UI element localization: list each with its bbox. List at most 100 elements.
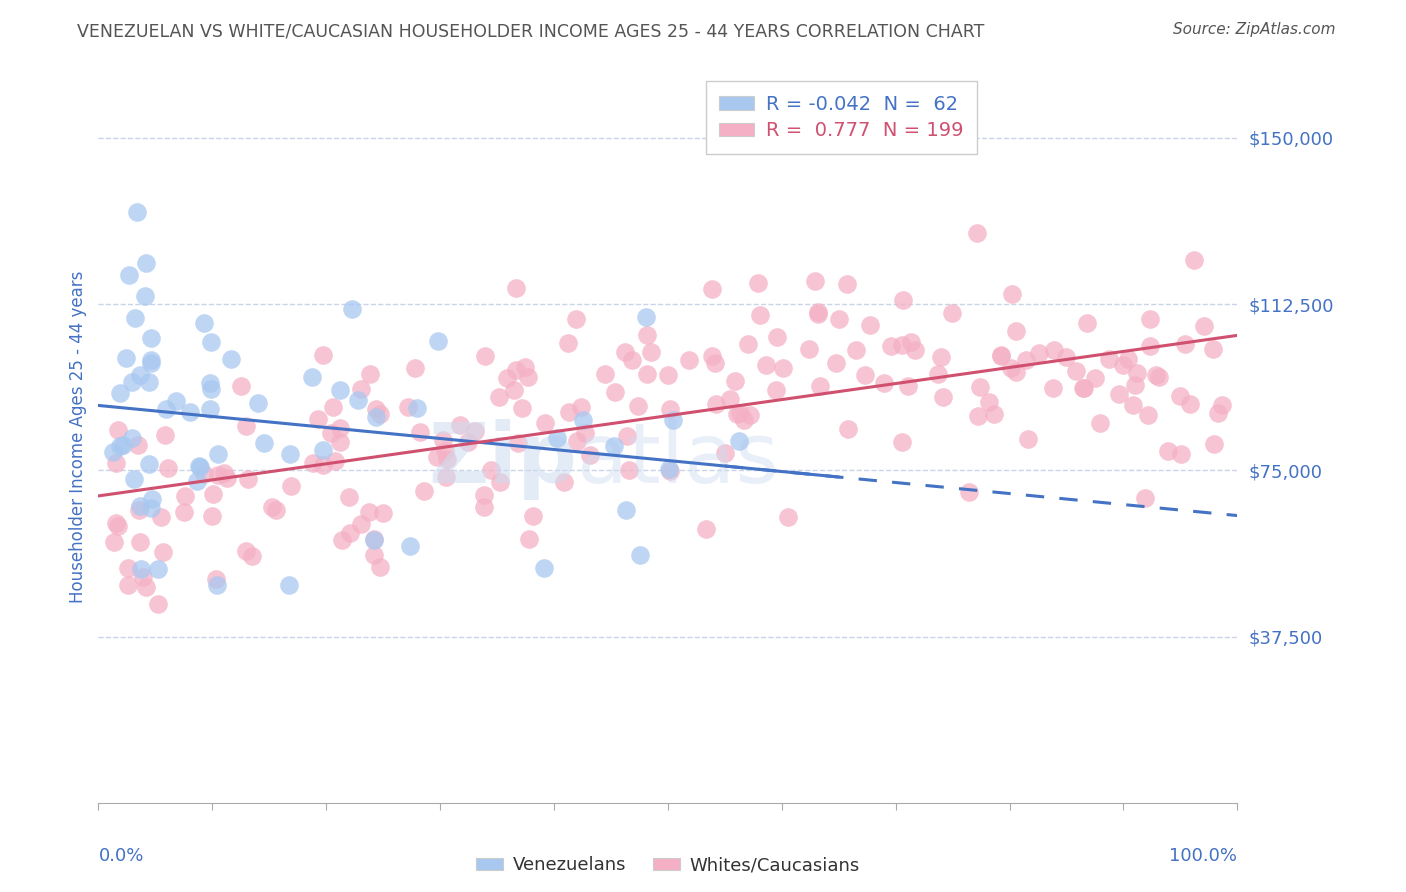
Point <box>1144 368 1167 383</box>
Point <box>564 312 586 326</box>
Point <box>472 500 495 515</box>
Point <box>301 456 323 470</box>
Point <box>201 487 224 501</box>
Point <box>1170 447 1192 461</box>
Point <box>103 445 125 459</box>
Point <box>229 379 252 393</box>
Point <box>139 500 162 515</box>
Point <box>517 532 540 546</box>
Point <box>173 505 195 519</box>
Point <box>593 367 616 381</box>
Point <box>404 360 426 375</box>
Point <box>825 356 848 370</box>
Point <box>1126 366 1149 380</box>
Point <box>1133 491 1156 505</box>
Point <box>252 435 274 450</box>
Point <box>312 458 335 472</box>
Point <box>1123 377 1146 392</box>
Point <box>118 268 141 282</box>
Point <box>479 463 502 477</box>
Point <box>704 397 727 411</box>
Point <box>329 435 352 450</box>
Point <box>533 561 555 575</box>
Point <box>704 356 727 370</box>
Point <box>506 435 529 450</box>
Point <box>659 401 682 416</box>
Point <box>280 478 302 492</box>
Point <box>1112 358 1135 372</box>
Point <box>723 374 745 388</box>
Point <box>662 413 685 427</box>
Point <box>516 369 538 384</box>
Point <box>1116 351 1139 366</box>
Point <box>990 349 1012 363</box>
Point <box>434 443 457 458</box>
Point <box>534 416 557 430</box>
Point <box>626 399 648 413</box>
Point <box>312 348 335 362</box>
Point <box>135 256 157 270</box>
Point <box>807 305 830 319</box>
Point <box>571 412 593 426</box>
Text: VENEZUELAN VS WHITE/CAUCASIAN HOUSEHOLDER INCOME AGES 25 - 44 YEARS CORRELATION : VENEZUELAN VS WHITE/CAUCASIAN HOUSEHOLDE… <box>77 22 984 40</box>
Point <box>200 382 222 396</box>
Point <box>364 410 387 425</box>
Point <box>156 460 179 475</box>
Point <box>515 360 537 375</box>
Point <box>1028 346 1050 360</box>
Point <box>426 450 449 465</box>
Point <box>139 353 162 368</box>
Point <box>221 352 243 367</box>
Point <box>155 402 177 417</box>
Point <box>131 570 153 584</box>
Point <box>929 351 952 365</box>
Point <box>740 408 762 422</box>
Point <box>474 349 496 363</box>
Point <box>983 408 1005 422</box>
Point <box>108 440 131 454</box>
Point <box>139 330 162 344</box>
Point <box>1000 360 1022 375</box>
Point <box>436 451 458 466</box>
Point <box>1182 253 1205 268</box>
Point <box>127 204 149 219</box>
Point <box>122 472 145 486</box>
Point <box>1202 436 1225 450</box>
Point <box>464 425 486 439</box>
Point <box>621 353 644 368</box>
Point <box>1017 432 1039 446</box>
Point <box>426 334 449 348</box>
Point <box>135 581 157 595</box>
Point <box>207 467 229 482</box>
Point <box>505 363 527 377</box>
Point <box>399 539 422 553</box>
Point <box>207 447 229 461</box>
Point <box>373 506 395 520</box>
Point <box>837 277 859 292</box>
Point <box>121 431 143 445</box>
Point <box>553 475 575 490</box>
Point <box>897 379 920 393</box>
Point <box>571 400 593 414</box>
Point <box>141 356 163 370</box>
Point <box>260 500 283 514</box>
Point <box>578 448 600 462</box>
Point <box>496 371 519 385</box>
Point <box>733 413 755 427</box>
Point <box>747 276 769 290</box>
Point <box>174 489 197 503</box>
Point <box>412 483 434 498</box>
Point <box>765 384 787 398</box>
Point <box>138 375 160 389</box>
Point <box>108 385 131 400</box>
Point <box>129 499 152 513</box>
Point <box>1064 363 1087 377</box>
Point <box>636 367 658 381</box>
Point <box>200 335 222 350</box>
Point <box>614 503 637 517</box>
Point <box>200 401 222 416</box>
Point <box>312 443 335 458</box>
Point <box>979 394 1001 409</box>
Point <box>138 457 160 471</box>
Point <box>363 548 385 562</box>
